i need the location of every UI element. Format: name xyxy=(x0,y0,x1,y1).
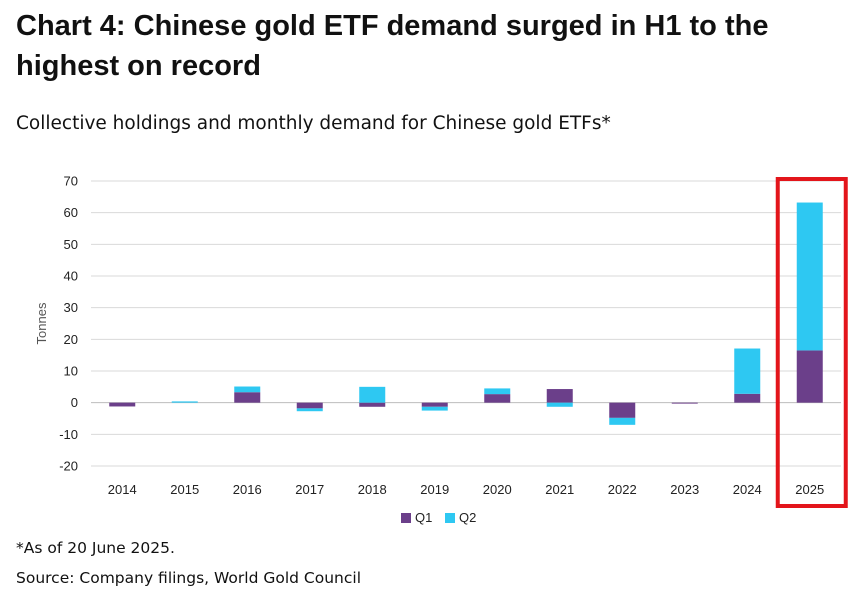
bar-q2-2022 xyxy=(609,417,636,425)
bar-q1-2017 xyxy=(296,402,323,409)
x-tick-label: 2017 xyxy=(295,482,324,497)
bar-q2-2019 xyxy=(421,406,448,411)
legend-swatch-q2 xyxy=(445,513,455,523)
bar-q2-2020 xyxy=(484,388,511,395)
bar-q1-2020 xyxy=(484,394,511,403)
bar-q2-2017 xyxy=(296,408,323,412)
x-tick-label: 2014 xyxy=(108,482,137,497)
y-tick-label: 60 xyxy=(64,205,78,220)
bar-q1-2018 xyxy=(359,402,386,407)
chart-title-line-2: highest on record xyxy=(16,50,261,82)
chart-title-line-1: Chart 4: Chinese gold ETF demand surged … xyxy=(16,10,769,42)
bar-q1-2019 xyxy=(421,402,448,407)
bar-q1-2023 xyxy=(671,402,698,404)
y-tick-label: 40 xyxy=(64,269,78,284)
y-tick-label: -10 xyxy=(59,427,78,442)
x-tick-label: 2019 xyxy=(420,482,449,497)
source-note: Source: Company filings, World Gold Coun… xyxy=(16,569,362,587)
legend-label-q1: Q1 xyxy=(415,510,432,525)
legend-swatch-q1 xyxy=(401,513,411,523)
x-tick-label: 2023 xyxy=(670,482,699,497)
y-tick-label: 30 xyxy=(64,300,78,315)
bar-q1-2022 xyxy=(609,402,636,418)
bar-q2-2025 xyxy=(796,202,823,351)
y-tick-label: 70 xyxy=(64,174,78,189)
y-tick-label: 50 xyxy=(64,237,78,252)
bar-q1-2025 xyxy=(796,350,823,403)
bar-q1-2014 xyxy=(109,402,136,407)
x-tick-label: 2015 xyxy=(170,482,199,497)
x-tick-label: 2022 xyxy=(608,482,637,497)
x-tick-label: 2018 xyxy=(358,482,387,497)
highlight-box-2025 xyxy=(775,177,848,508)
x-tick-label: 2024 xyxy=(733,482,762,497)
x-tick-label: 2016 xyxy=(233,482,262,497)
y-tick-label: 0 xyxy=(71,395,78,410)
y-axis-label: Tonnes xyxy=(34,302,49,344)
x-tick-label: 2025 xyxy=(795,482,824,497)
y-tick-label: 10 xyxy=(64,364,78,379)
footnote: *As of 20 June 2025. xyxy=(16,539,175,557)
bar-q2-2021 xyxy=(546,402,573,407)
x-tick-label: 2020 xyxy=(483,482,512,497)
bar-q1-2021 xyxy=(546,389,573,403)
bar-q2-2015 xyxy=(171,401,198,403)
bar-q2-2018 xyxy=(359,386,386,403)
bar-q2-2024 xyxy=(734,348,761,394)
bar-q1-2024 xyxy=(734,393,761,403)
x-tick-label: 2021 xyxy=(545,482,574,497)
y-tick-label: -20 xyxy=(59,459,78,474)
y-tick-label: 20 xyxy=(64,332,78,347)
legend-label-q2: Q2 xyxy=(459,510,476,525)
bar-q2-2016 xyxy=(234,386,261,393)
stacked-bar-chart: 70 60 50 40 30 20 10 0 -10 -20 Tonnes 2014 2015 2016 2… xyxy=(34,174,848,525)
bar-q1-2016 xyxy=(234,392,261,403)
chart-subtitle: Collective holdings and monthly demand f… xyxy=(16,113,611,134)
chart-title: Chart 4: Chinese gold ETF demand surged … xyxy=(16,6,846,86)
